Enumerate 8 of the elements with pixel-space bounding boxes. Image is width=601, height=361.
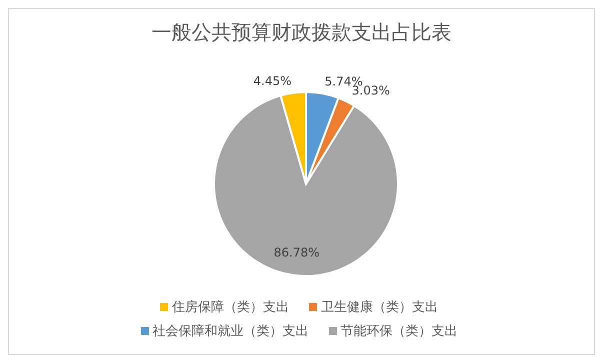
legend-label: 节能环保（类）支出 bbox=[340, 324, 458, 339]
legend-label: 住房保障（类）支出 bbox=[172, 300, 289, 315]
data-label: 4.45% bbox=[253, 74, 292, 88]
legend-label: 社会保障和就业（类）支出 bbox=[152, 324, 308, 339]
legend-label: 卫生健康（类）支出 bbox=[321, 300, 438, 315]
chart-title: 一般公共预算财政拨款支出占比表 bbox=[150, 19, 452, 46]
data-label: 86.78% bbox=[274, 245, 320, 260]
pie-slice bbox=[213, 94, 399, 277]
